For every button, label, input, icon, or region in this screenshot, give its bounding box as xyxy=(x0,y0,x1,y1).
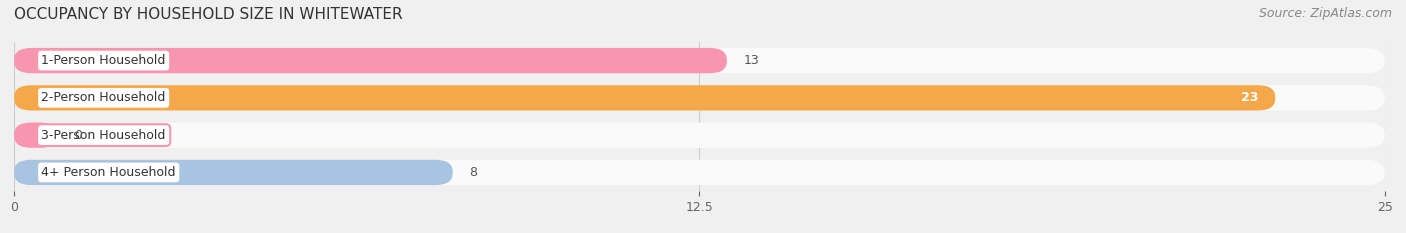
Text: 13: 13 xyxy=(744,54,759,67)
FancyBboxPatch shape xyxy=(14,123,58,148)
FancyBboxPatch shape xyxy=(14,123,1385,148)
FancyBboxPatch shape xyxy=(14,160,453,185)
Text: 0: 0 xyxy=(75,129,83,142)
FancyBboxPatch shape xyxy=(14,160,1385,185)
Text: 1-Person Household: 1-Person Household xyxy=(42,54,166,67)
Text: 4+ Person Household: 4+ Person Household xyxy=(42,166,176,179)
Text: OCCUPANCY BY HOUSEHOLD SIZE IN WHITEWATER: OCCUPANCY BY HOUSEHOLD SIZE IN WHITEWATE… xyxy=(14,7,402,22)
Text: 23: 23 xyxy=(1241,91,1258,104)
FancyBboxPatch shape xyxy=(14,85,1385,110)
Text: 2-Person Household: 2-Person Household xyxy=(42,91,166,104)
Text: 8: 8 xyxy=(470,166,477,179)
FancyBboxPatch shape xyxy=(14,48,1385,73)
FancyBboxPatch shape xyxy=(14,85,1275,110)
FancyBboxPatch shape xyxy=(14,48,727,73)
Text: 3-Person Household: 3-Person Household xyxy=(42,129,166,142)
Text: Source: ZipAtlas.com: Source: ZipAtlas.com xyxy=(1258,7,1392,20)
